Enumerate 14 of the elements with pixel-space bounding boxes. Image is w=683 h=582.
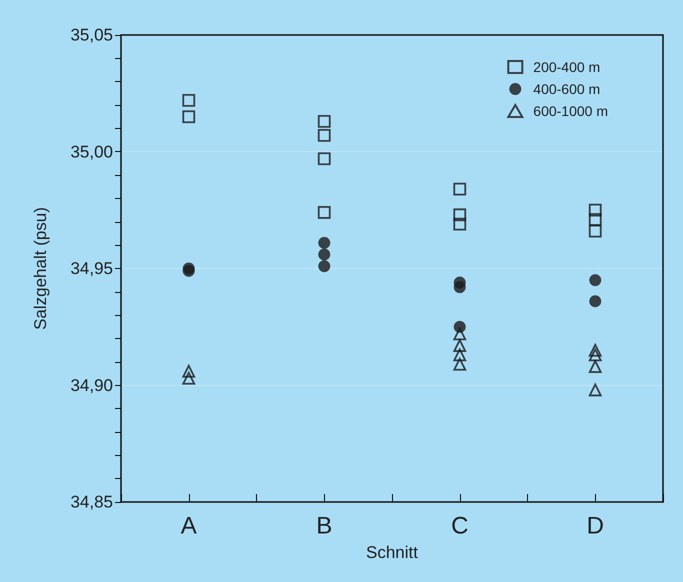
y-tick-label: 34,90 xyxy=(70,376,113,395)
y-tick-label: 35,05 xyxy=(70,26,113,44)
x-axis-title: Schnitt xyxy=(366,543,418,562)
y-axis-title: Salzgehalt (psu) xyxy=(31,207,50,330)
legend-label: 600-1000 m xyxy=(533,103,608,119)
legend-label: 200-400 m xyxy=(533,59,600,75)
x-tick-label: C xyxy=(451,512,468,540)
x-tick-label: D xyxy=(586,512,604,540)
y-tick-label: 35,00 xyxy=(70,142,113,162)
legend-label: 400-600 m xyxy=(533,81,600,97)
x-tick-label: B xyxy=(316,512,332,540)
y-tick-label: 34,95 xyxy=(70,259,113,278)
y-tick-label: 34,85 xyxy=(70,492,113,512)
x-tick-label: A xyxy=(180,512,197,540)
